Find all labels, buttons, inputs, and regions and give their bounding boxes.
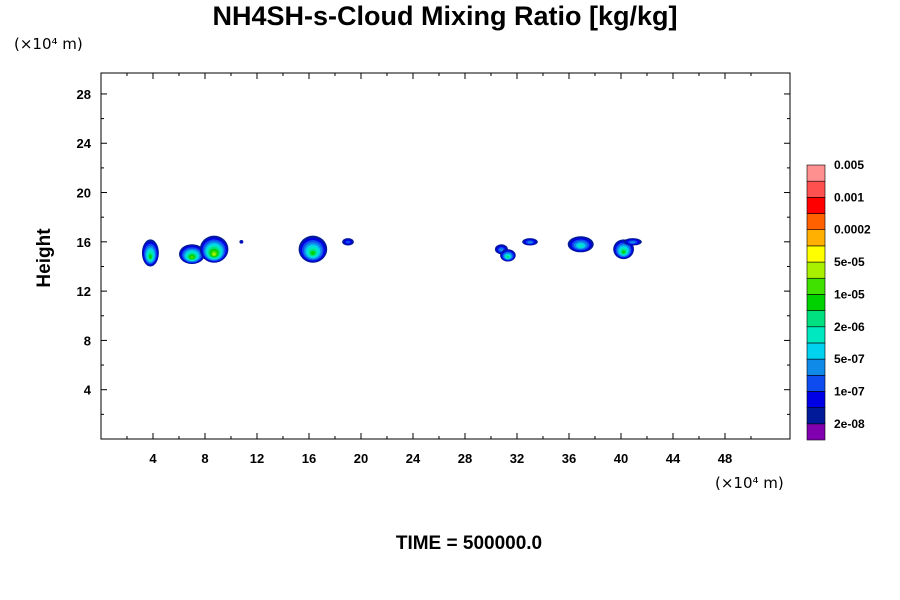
colorbar-swatch	[806, 229, 826, 247]
y-axis-label: Height	[34, 228, 55, 288]
colorbar-swatch	[806, 197, 826, 214]
colorbar-label: 2e-06	[834, 320, 865, 334]
x-tick-label: 16	[302, 451, 316, 466]
colorbar-swatch	[806, 342, 826, 360]
colorbar-swatch	[806, 358, 826, 376]
y-tick-label: 12	[77, 284, 91, 299]
colorbar-swatch	[806, 245, 826, 263]
x-tick-label: 48	[718, 451, 732, 466]
colorbar-swatch	[806, 213, 826, 231]
colorbar-swatch	[806, 261, 826, 279]
colorbar-label: 0.005	[834, 158, 864, 172]
cloud-contour	[499, 248, 504, 252]
cloud-contour	[212, 252, 216, 256]
x-tick-label: 40	[614, 451, 628, 466]
cloud-contour	[240, 240, 243, 243]
x-tick-label: 4	[149, 451, 157, 466]
colorbar: 2e-08 1e-07 5e-07 2e-06 1e-05 5e-05 0.0002 0.00…	[806, 158, 871, 441]
cloud-contour	[622, 250, 626, 254]
colorbar-label: 0.001	[834, 190, 864, 204]
x-tick-label: 20	[354, 451, 368, 466]
x-tick-label: 32	[510, 451, 524, 466]
y-tick-label: 20	[77, 186, 91, 201]
y-axis-units: (×10⁴ m)	[14, 35, 83, 53]
y-tick-label: 8	[84, 333, 91, 348]
x-tick-label: 36	[562, 451, 576, 466]
colorbar-swatch	[806, 391, 826, 408]
x-axis-units: (×10⁴ m)	[715, 474, 784, 492]
colorbar-swatch	[806, 164, 826, 182]
y-tick-label: 4	[84, 383, 92, 398]
colorbar-swatch	[806, 326, 826, 344]
cloud-contour	[345, 240, 351, 244]
chart-title: NH4SH-s-Cloud Mixing Ratio [kg/kg]	[213, 1, 678, 31]
colorbar-swatch	[806, 294, 826, 311]
x-tick-label: 28	[458, 451, 472, 466]
colorbar-swatch	[806, 407, 826, 425]
colorbar-label: 0.0002	[834, 223, 871, 237]
plot-frame	[100, 72, 791, 440]
cloud-contour	[630, 241, 636, 244]
cloud-contour	[310, 251, 315, 256]
time-label: TIME = 500000.0	[396, 533, 542, 554]
x-tick-label: 12	[250, 451, 264, 466]
cloud-contour	[149, 254, 152, 259]
colorbar-label: 1e-07	[834, 384, 865, 398]
x-tick-label: 8	[201, 451, 208, 466]
colorbar-label: 2e-08	[834, 417, 865, 431]
x-tick-label: 44	[666, 451, 681, 466]
cloud-contour	[506, 255, 510, 258]
colorbar-swatch	[806, 277, 826, 295]
y-tick-label: 16	[77, 235, 91, 250]
colorbar-swatch	[806, 423, 826, 441]
cloud-contour	[578, 244, 584, 248]
colorbar-swatch	[806, 180, 826, 198]
colorbar-label: 5e-05	[834, 255, 865, 269]
x-tick-label: 24	[406, 451, 421, 466]
cloud-contour	[190, 256, 194, 259]
colorbar-label: 1e-05	[834, 287, 865, 301]
y-tick-label: 24	[77, 136, 92, 151]
colorbar-swatch	[806, 374, 826, 392]
colorbar-swatch	[806, 310, 826, 328]
y-tick-label: 28	[77, 87, 91, 102]
cloud-contour	[527, 241, 533, 244]
colorbar-label: 5e-07	[834, 352, 865, 366]
cloud-field	[141, 235, 642, 267]
